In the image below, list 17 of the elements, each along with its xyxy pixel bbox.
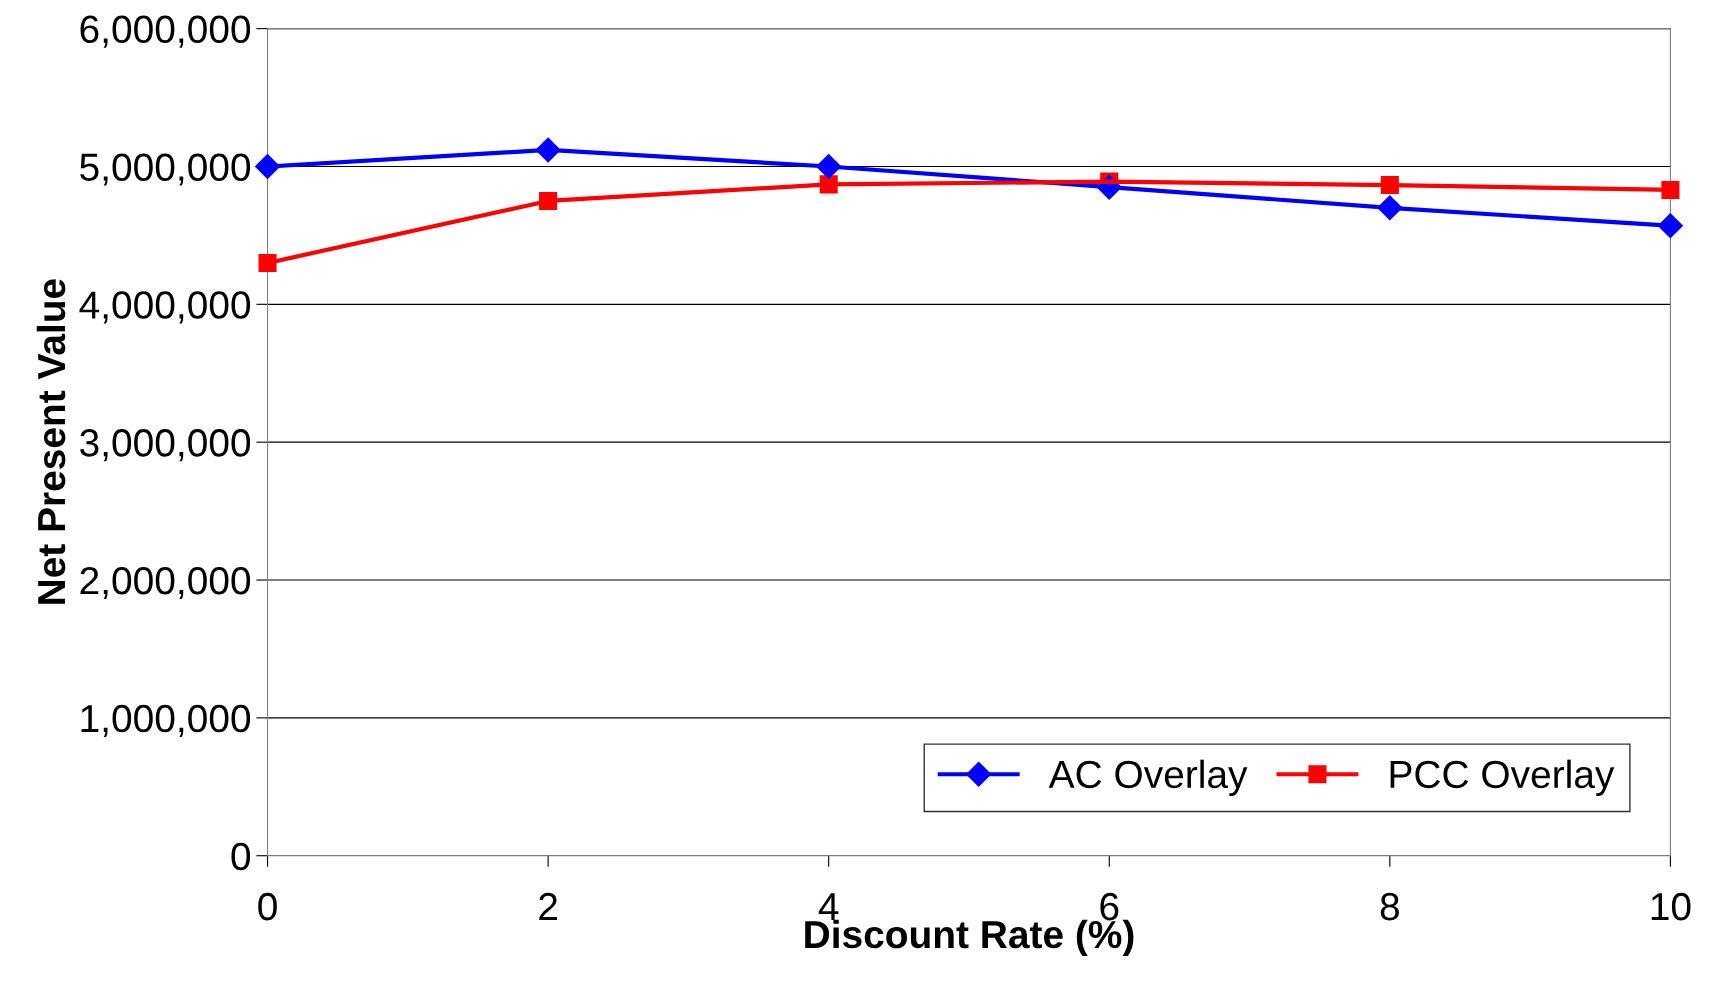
x-tick-label: 10 bbox=[1651, 892, 1691, 921]
legend-label: PCC Overlay bbox=[1390, 759, 1615, 796]
legend-label: AC Overlay bbox=[1048, 759, 1248, 796]
x-tick-label: 6 bbox=[1100, 892, 1119, 921]
y-tick-label: 0 bbox=[231, 842, 251, 871]
x-tick-label: 4 bbox=[818, 893, 839, 921]
y-tick-label: 4,000,000 bbox=[79, 291, 251, 324]
y-tick-label: 3,000,000 bbox=[80, 429, 251, 462]
y-tick-label: 2,000,000 bbox=[80, 566, 251, 600]
y-tick-label: 1,000,000 bbox=[81, 704, 251, 737]
y-tick-label: 5,000,000 bbox=[80, 153, 251, 186]
x-tick-label: 8 bbox=[1380, 892, 1399, 921]
x-axis-title: Discount Rate (%) bbox=[805, 919, 1134, 957]
y-tick-label: 6,000,000 bbox=[80, 15, 251, 48]
x-tick-label: 0 bbox=[258, 892, 277, 921]
x-tick-label: 2 bbox=[539, 892, 557, 921]
y-axis-title: Net Present Value bbox=[36, 279, 66, 604]
